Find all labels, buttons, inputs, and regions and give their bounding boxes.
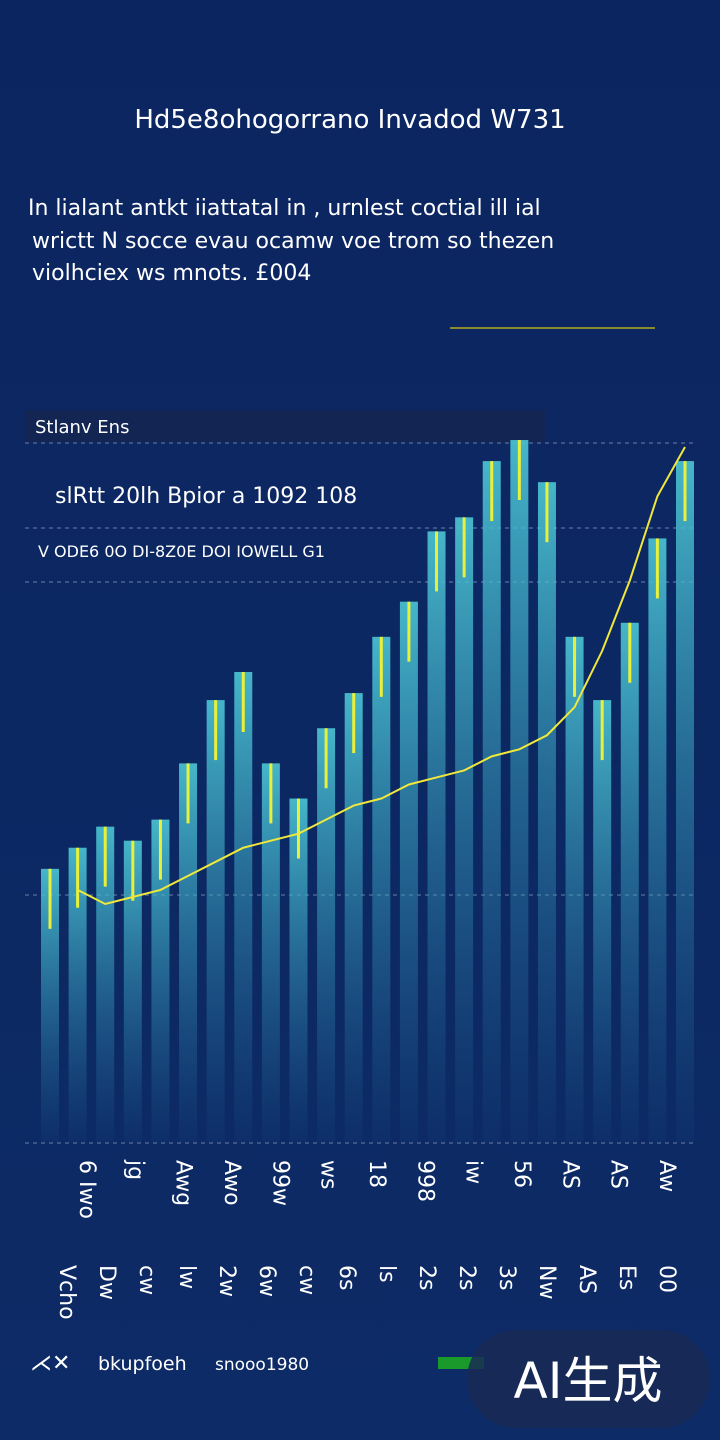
- trend-line: [77, 446, 686, 906]
- x-label: 3s: [494, 1265, 519, 1290]
- bar: [151, 819, 170, 1143]
- x-label: 99w: [267, 1160, 292, 1206]
- panel-heading: Stlanv Ens: [35, 417, 129, 438]
- x-label: cw: [134, 1265, 159, 1295]
- bar: [289, 798, 308, 1143]
- x-label: 998: [412, 1160, 437, 1202]
- bar: [179, 763, 198, 1143]
- x-label: Nw: [534, 1265, 559, 1299]
- bar: [565, 636, 584, 1143]
- x-label: AS: [606, 1160, 631, 1189]
- x-label: Aw: [654, 1160, 679, 1192]
- bar: [510, 440, 529, 1143]
- x-label: Vcho: [54, 1265, 79, 1320]
- bar: [68, 847, 87, 1143]
- x-label: 6s: [334, 1265, 359, 1290]
- bar: [123, 840, 142, 1143]
- bar: [676, 461, 694, 1144]
- x-label: Es: [614, 1265, 639, 1290]
- x-label: 6 Iwo: [74, 1160, 99, 1219]
- bar: [206, 700, 225, 1143]
- bar: [399, 601, 418, 1143]
- bar: [261, 763, 280, 1143]
- bar: [482, 461, 501, 1144]
- x-label: 2s: [414, 1265, 439, 1290]
- bar: [455, 517, 474, 1143]
- plot: [41, 440, 694, 1144]
- bar: [537, 482, 556, 1143]
- x-label: Awo: [219, 1160, 244, 1206]
- panel-subline: V ODE6 0O DI-8Z0E DOI IOWELL G1: [38, 542, 325, 561]
- bar: [96, 826, 115, 1143]
- bar: [234, 671, 253, 1143]
- x-label: ws: [316, 1160, 341, 1189]
- intro-line: wrictt N socce evau ocamw voe trom so th…: [32, 229, 554, 254]
- bar: [317, 728, 336, 1143]
- x-label: 2s: [454, 1265, 479, 1290]
- bar: [344, 693, 363, 1143]
- bar: [427, 531, 446, 1143]
- x-label: 2w: [214, 1265, 239, 1297]
- bar: [41, 868, 59, 1143]
- x-label: lw: [174, 1265, 199, 1289]
- x-label: cw: [294, 1265, 319, 1295]
- x-label: iw: [461, 1160, 486, 1184]
- intro-line: In lialant antkt iiattatal in , urnlest …: [28, 196, 541, 221]
- x-label: jg: [122, 1159, 147, 1180]
- bar: [648, 538, 667, 1143]
- x-label: AS: [557, 1160, 582, 1189]
- x-label: AS: [574, 1265, 599, 1294]
- bar: [620, 622, 639, 1143]
- x-label: 6w: [254, 1265, 279, 1297]
- x-label: 18: [364, 1160, 389, 1188]
- intro-line: violhciex ws mnots. £004: [32, 261, 311, 286]
- bar: [593, 700, 612, 1143]
- panel-header: [25, 410, 545, 442]
- x-label: ls: [374, 1265, 399, 1283]
- x-label: Dw: [94, 1265, 119, 1300]
- x-label: Awg: [171, 1160, 196, 1206]
- legend-icon: ⋌✕: [30, 1351, 70, 1376]
- legend-label: bkupfoeh: [98, 1353, 187, 1375]
- x-label: 56: [509, 1160, 534, 1188]
- watermark: AI生成: [514, 1352, 663, 1410]
- panel-headline: slRtt 20lh Bpior a 1092 108: [55, 484, 357, 509]
- x-label: 00: [654, 1265, 679, 1293]
- legend-label: snooo1980: [215, 1355, 309, 1375]
- title: Hd5e8ohogorrano Invadod W731: [134, 105, 565, 135]
- bar: [372, 636, 391, 1143]
- watermark-badge: [467, 1330, 710, 1428]
